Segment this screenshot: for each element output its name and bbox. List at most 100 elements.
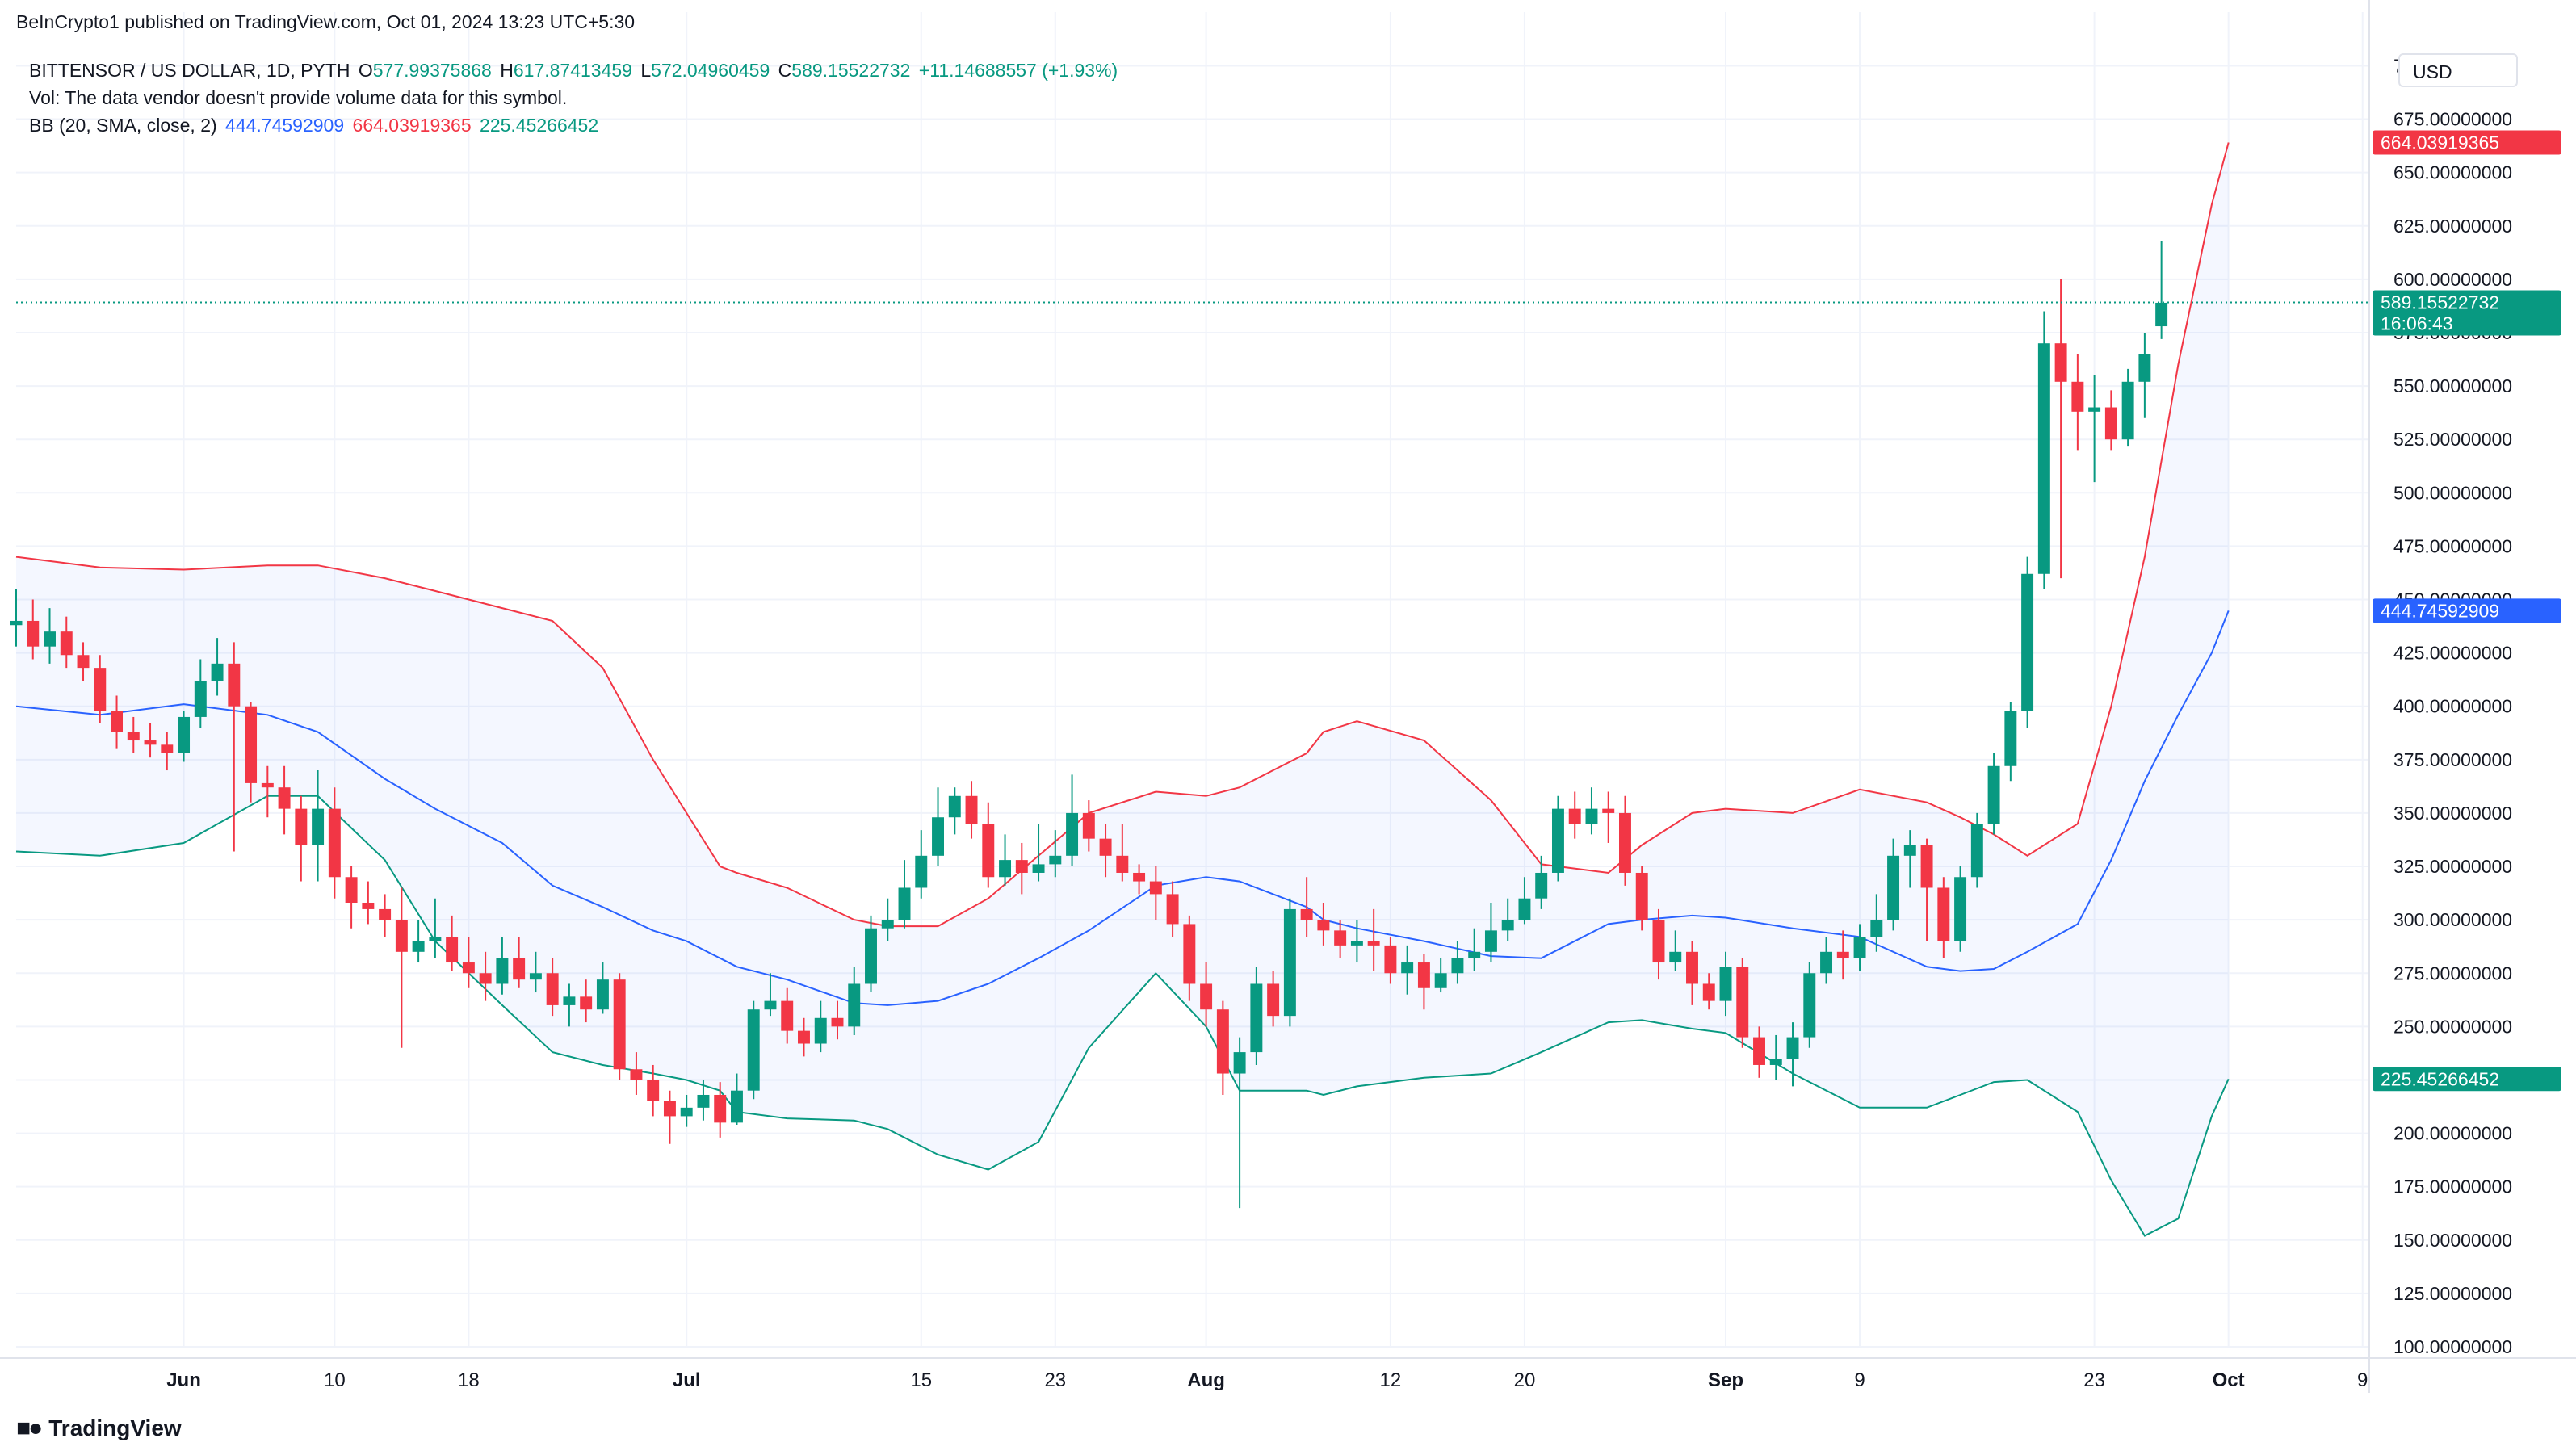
bb-label: BB (20, SMA, close, 2) (29, 115, 217, 136)
candle-body (278, 787, 291, 809)
candle-body (127, 732, 140, 741)
price-tick-label: 475.00000000 (2393, 535, 2512, 556)
price-tick-label: 375.00000000 (2393, 749, 2512, 770)
price-tick-label: 250.00000000 (2393, 1016, 2512, 1037)
candle-body (714, 1094, 727, 1123)
candle-body (747, 1009, 760, 1091)
candle-body (44, 631, 56, 647)
candle-body (1166, 894, 1179, 925)
time-tick-label: Jun (166, 1369, 201, 1391)
currency-selector[interactable]: USD (2398, 53, 2518, 87)
candle-body (1183, 924, 1196, 984)
candle-body (1736, 967, 1749, 1038)
candle-body (1669, 951, 1682, 963)
candle-body (228, 663, 241, 707)
candle-body (1635, 872, 1648, 920)
candle-body (60, 631, 73, 656)
candle-body (663, 1101, 676, 1117)
candle-body (479, 973, 492, 984)
candle-body (697, 1094, 710, 1108)
candle-body (948, 795, 961, 818)
candle-body (345, 877, 358, 903)
candle-body (1820, 951, 1833, 974)
candle-body (2037, 343, 2050, 574)
candle-body (1702, 983, 1715, 1001)
upper-band-tag-bg (2373, 130, 2561, 155)
basis-tag-bg (2373, 598, 2561, 623)
candle-body (362, 902, 375, 909)
price-tick-label: 175.00000000 (2393, 1176, 2512, 1197)
candle-body (1753, 1037, 1765, 1065)
price-tick-label: 400.00000000 (2393, 696, 2512, 717)
candle-body (1250, 983, 1263, 1053)
candle-body (1484, 930, 1497, 952)
candle-body (1116, 855, 1129, 873)
candle-body (764, 1000, 777, 1010)
candle-body (1049, 855, 1062, 865)
candle-body (10, 620, 23, 626)
candle-body (680, 1107, 693, 1117)
candle-body (814, 1017, 827, 1044)
candle-body (2054, 343, 2067, 382)
price-tick-label: 600.00000000 (2393, 269, 2512, 290)
candle-body (312, 808, 325, 845)
candle-body (1803, 973, 1816, 1038)
symbol-ohlc-row[interactable]: BITTENSOR / US DOLLAR, 1D, PYTH O577.993… (29, 57, 1121, 84)
time-tick-label: 9 (1854, 1369, 1865, 1391)
price-tick-label: 550.00000000 (2393, 375, 2512, 396)
candle-body (1334, 930, 1347, 946)
volume-note: Vol: The data vendor doesn't provide vol… (29, 87, 568, 108)
candle-body (1501, 920, 1514, 931)
candle-body (77, 655, 90, 669)
chart-legend: BITTENSOR / US DOLLAR, 1D, PYTH O577.993… (29, 57, 1121, 139)
candle-body (1619, 812, 1631, 873)
open-label: O (358, 60, 373, 81)
lower-band-tag-bg (2373, 1067, 2561, 1092)
candle-body (2071, 381, 2084, 412)
candle-body (1401, 962, 1414, 974)
candle-body (1451, 958, 1464, 974)
time-tick-label: 20 (1514, 1369, 1536, 1391)
candle-body (496, 958, 509, 984)
candle-body (194, 680, 207, 717)
candle-body (1535, 872, 1548, 899)
price-tick-label: 525.00000000 (2393, 429, 2512, 450)
candle-body (881, 920, 894, 929)
candle-body (1769, 1059, 1782, 1065)
candle-body (412, 941, 425, 952)
candle-body (211, 663, 224, 681)
high-value: 617.87413459 (513, 60, 632, 81)
candle-body (2104, 407, 2117, 440)
candle-body (647, 1080, 660, 1101)
candle-body (1970, 824, 1983, 878)
price-tick-label: 325.00000000 (2393, 856, 2512, 877)
time-tick-label: 23 (2083, 1369, 2105, 1391)
candle-body (1216, 1009, 1229, 1074)
bb-lower-value: 225.45266452 (480, 115, 599, 136)
candle-body (295, 808, 308, 845)
price-tick-label: 275.00000000 (2393, 962, 2512, 983)
candle-body (1853, 937, 1866, 958)
candle-body (730, 1090, 743, 1123)
bollinger-legend-row[interactable]: BB (20, SMA, close, 2) 444.74592909 664.… (29, 111, 1121, 139)
candle-body (1283, 908, 1296, 1017)
basis-tag-text: 444.74592909 (2381, 600, 2499, 621)
candle-body (999, 860, 1012, 878)
candle-body (1652, 920, 1665, 963)
candle-body (144, 740, 157, 745)
time-axis: Jun 10 18 Jul 15 23 Aug 12 20 Sep 9 23 Oct 9 (0, 1357, 2576, 1391)
volume-note-row: Vol: The data vendor doesn't provide vol… (29, 84, 1121, 111)
candle-body (1149, 881, 1162, 895)
close-label: C (778, 60, 792, 81)
candle-body (965, 795, 978, 824)
candle-body (1082, 812, 1095, 839)
candle-body (1987, 765, 2000, 824)
candle-body (932, 817, 944, 856)
tradingview-logo[interactable]: ■● TradingView (16, 1415, 182, 1442)
candle-body (245, 706, 258, 783)
candle-body (630, 1069, 643, 1080)
candle-body (1032, 864, 1045, 873)
price-tick-label: 625.00000000 (2393, 216, 2512, 237)
